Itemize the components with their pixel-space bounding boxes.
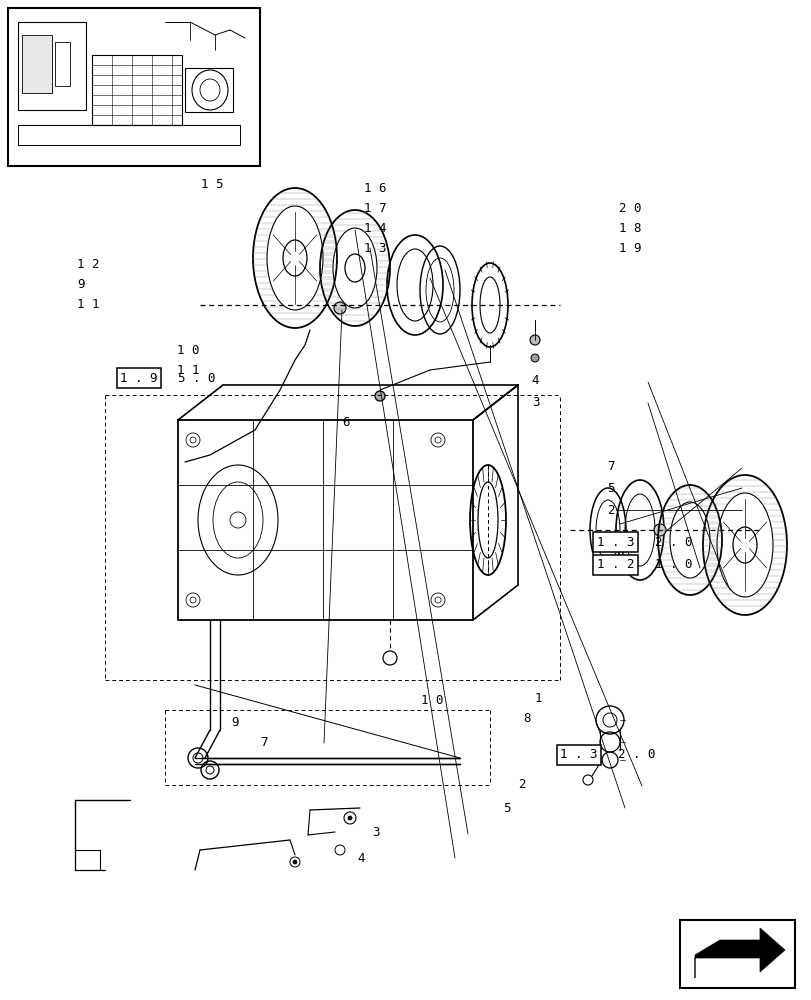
Text: 1 0: 1 0 xyxy=(177,344,200,357)
Text: 1 2: 1 2 xyxy=(77,258,100,271)
Text: 7: 7 xyxy=(260,736,267,750)
Bar xyxy=(679,920,794,988)
Circle shape xyxy=(530,335,539,345)
Text: 2 . 0: 2 . 0 xyxy=(654,536,692,548)
Text: 3: 3 xyxy=(531,395,539,408)
Circle shape xyxy=(383,651,397,665)
Text: 1 9: 1 9 xyxy=(618,241,641,254)
Text: 9: 9 xyxy=(77,278,84,292)
Text: 2 . 0: 2 . 0 xyxy=(617,748,655,762)
Circle shape xyxy=(348,816,351,820)
Bar xyxy=(178,420,473,620)
Text: 4: 4 xyxy=(531,373,539,386)
Bar xyxy=(18,22,86,110)
Text: 1 1: 1 1 xyxy=(177,363,200,376)
Polygon shape xyxy=(694,928,784,978)
Circle shape xyxy=(530,354,539,362)
Text: 5: 5 xyxy=(503,802,510,814)
Bar xyxy=(22,35,52,93)
Text: 5 . 0: 5 . 0 xyxy=(178,371,216,384)
Bar xyxy=(92,55,182,125)
Text: 7: 7 xyxy=(607,460,614,473)
Circle shape xyxy=(293,860,297,864)
Text: 8: 8 xyxy=(523,712,530,724)
Text: 1 . 2: 1 . 2 xyxy=(596,558,633,572)
Bar xyxy=(185,68,233,112)
Text: 1 5: 1 5 xyxy=(201,178,224,190)
Text: 2 0: 2 0 xyxy=(618,202,641,215)
Text: 1 . 3: 1 . 3 xyxy=(596,536,633,548)
Text: 1 3: 1 3 xyxy=(363,241,386,254)
Text: 1: 1 xyxy=(534,692,541,704)
Text: 1 . 0: 1 . 0 xyxy=(654,558,692,572)
Text: 5: 5 xyxy=(607,482,614,494)
Text: 1 . 3: 1 . 3 xyxy=(560,748,597,762)
Text: 1 4: 1 4 xyxy=(363,222,386,234)
Text: 2: 2 xyxy=(517,778,525,792)
Text: 9: 9 xyxy=(231,716,238,728)
Text: 1 0: 1 0 xyxy=(420,694,443,706)
Text: 1 1: 1 1 xyxy=(77,298,100,312)
Bar xyxy=(55,42,70,86)
Circle shape xyxy=(653,524,665,536)
Text: 4: 4 xyxy=(357,852,364,864)
Text: 3: 3 xyxy=(371,826,379,840)
Text: 6: 6 xyxy=(342,416,350,428)
Text: 1 7: 1 7 xyxy=(363,202,386,215)
Text: 2: 2 xyxy=(607,504,614,516)
Circle shape xyxy=(333,302,345,314)
Circle shape xyxy=(375,391,384,401)
Text: 1 8: 1 8 xyxy=(618,222,641,234)
Text: 1 . 9: 1 . 9 xyxy=(120,371,157,384)
Bar xyxy=(8,8,260,166)
Text: 1 6: 1 6 xyxy=(363,182,386,194)
